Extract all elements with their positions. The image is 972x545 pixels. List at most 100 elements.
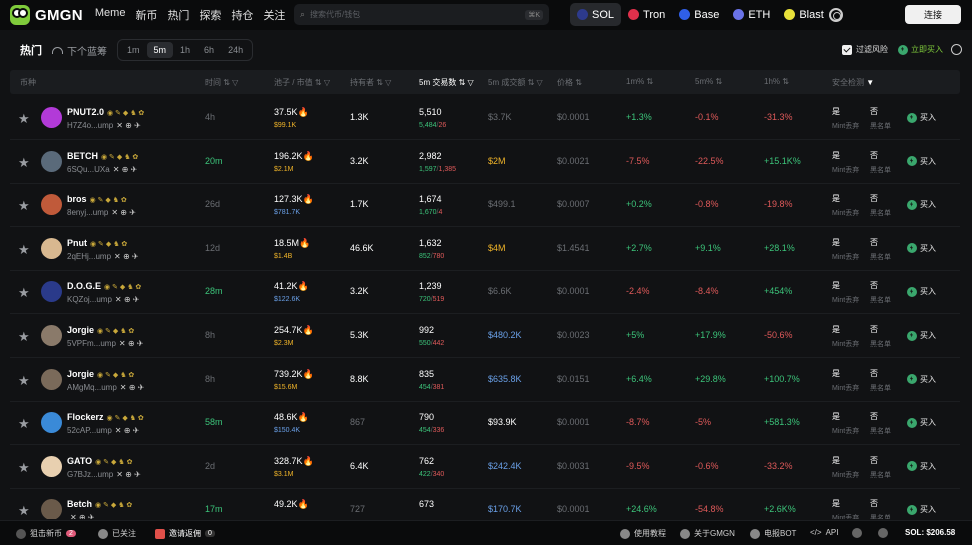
buy-button[interactable]: 买入: [907, 374, 936, 385]
chain-sol[interactable]: SOL: [570, 3, 622, 26]
col-1h[interactable]: 1h% ⇅: [764, 77, 789, 86]
filter-risk-checkbox[interactable]: [842, 44, 852, 55]
token-address[interactable]: 5VPFm...ump ✕ ⊕ ✈: [67, 339, 144, 348]
favorite-star-icon[interactable]: ★: [18, 198, 30, 214]
x-social-link[interactable]: [852, 528, 866, 538]
nav-meme[interactable]: Meme: [94, 7, 126, 19]
token-address[interactable]: KQZoj...ump ✕ ⊕ ✈: [67, 295, 140, 305]
token-symbol[interactable]: bros ◉ ✎ ◆ ♞ ✿: [67, 194, 127, 205]
table-row[interactable]: ★ Pnut ◉ ✎ ◆ ♞ ✿ 2qEHj...ump ✕ ⊕ ✈ 12d 18.5M🔥 $…: [10, 227, 960, 271]
token-address[interactable]: ✕ ⊕ ✈: [67, 513, 95, 519]
nav-holdings[interactable]: 持仓: [231, 10, 254, 22]
buy-button[interactable]: 买入: [907, 243, 936, 254]
blacklist-value: 否: [870, 237, 878, 247]
time-1m[interactable]: 1m: [127, 45, 140, 55]
token-address[interactable]: 52cAP...ump ✕ ⊕ ✈: [67, 426, 140, 436]
col-age[interactable]: 时间 ⇅ ▽: [205, 78, 239, 87]
col-pool[interactable]: 池子 / 市值 ⇅ ▽: [274, 78, 330, 87]
col-holders[interactable]: 持有者 ⇅ ▽: [350, 78, 392, 87]
time-5m[interactable]: 5m: [146, 42, 174, 58]
token-address[interactable]: AMgMq...ump ✕ ⊕ ✈: [67, 382, 145, 392]
chain-blast[interactable]: Blast: [777, 3, 830, 26]
search-input[interactable]: [310, 10, 526, 19]
col-txs[interactable]: 5m 交易数 ⇅ ▽: [419, 78, 474, 87]
token-symbol[interactable]: Flockerz ◉ ✎ ◆ ♞ ✿: [67, 412, 144, 423]
token-symbol[interactable]: Pnut ◉ ✎ ◆ ♞ ✿: [67, 237, 128, 248]
nav-explore[interactable]: 探索: [199, 10, 222, 22]
token-symbol[interactable]: PNUT2.0 ◉ ✎ ◆ ♞ ✿: [67, 107, 145, 117]
favorite-star-icon[interactable]: ★: [18, 503, 30, 519]
favorite-star-icon[interactable]: ★: [18, 285, 30, 301]
search-icon: ⌕: [300, 9, 306, 19]
col-5m[interactable]: 5m% ⇅: [695, 77, 723, 86]
token-address[interactable]: G7BJz...ump ✕ ⊕ ✈: [67, 469, 141, 479]
nav-follow[interactable]: 关注: [263, 10, 286, 22]
connect-button[interactable]: 连接: [905, 5, 961, 24]
favorite-star-icon[interactable]: ★: [18, 372, 30, 388]
col-volume[interactable]: 5m 成交额 ⇅ ▽: [488, 78, 543, 87]
favorite-star-icon[interactable]: ★: [18, 111, 30, 126]
buy-button[interactable]: 买入: [907, 461, 936, 472]
settings-gear-icon[interactable]: [829, 8, 843, 22]
favorite-star-icon[interactable]: ★: [18, 416, 30, 432]
favorite-star-icon[interactable]: ★: [18, 241, 30, 257]
lightning-icon: [907, 112, 917, 123]
token-symbol[interactable]: Jorgie ◉ ✎ ◆ ♞ ✿: [67, 325, 135, 335]
invite-button[interactable]: 邀请返佣 0: [155, 528, 215, 539]
table-row[interactable]: ★ bros ◉ ✎ ◆ ♞ ✿ 8enyj...ump ✕ ⊕ ✈ 26d 127.3K🔥…: [10, 183, 960, 228]
token-address[interactable]: 8enyj...ump ✕ ⊕ ✈: [67, 208, 136, 218]
table-row[interactable]: ★ D.O.G.E ◉ ✎ ◆ ♞ ✿ KQZoj...ump ✕ ⊕ ✈ 28m 41.2…: [10, 270, 960, 315]
tutorial-link[interactable]: 使用教程: [620, 528, 666, 539]
tab-hot[interactable]: 热门: [20, 45, 42, 57]
token-address[interactable]: H7Z4o...ump ✕ ⊕ ✈: [67, 121, 141, 130]
logo[interactable]: GMGN: [10, 5, 83, 25]
table-row[interactable]: ★ GATO ◉ ✎ ◆ ♞ ✿ G7BJz...ump ✕ ⊕ ✈ 2d 328.7K🔥 $…: [10, 445, 960, 489]
col-token[interactable]: 币种: [20, 78, 36, 87]
favorite-star-icon[interactable]: ★: [18, 154, 30, 170]
telegram-bot-link[interactable]: 电报BOT: [750, 528, 796, 539]
chain-base[interactable]: Base: [672, 3, 726, 26]
table-row[interactable]: ★ Jorgie ◉ ✎ ◆ ♞ ✿ 5VPFm...ump ✕ ⊕ ✈ 8h 254.7K…: [10, 314, 960, 358]
chain-tron[interactable]: Tron: [621, 3, 672, 26]
buy-button[interactable]: 买入: [907, 417, 936, 428]
token-symbol[interactable]: BETCH ◉ ✎ ◆ ♞ ✿: [67, 150, 139, 161]
table-row[interactable]: ★ Flockerz ◉ ✎ ◆ ♞ ✿ 52cAP...ump ✕ ⊕ ✈ 58m 48.…: [10, 401, 960, 446]
time-1h[interactable]: 1h: [180, 45, 191, 55]
time-24h[interactable]: 24h: [228, 45, 244, 55]
buy-button[interactable]: 买入: [907, 156, 936, 167]
table-row[interactable]: ★ BETCH ◉ ✎ ◆ ♞ ✿ 6SQu...UXa ✕ ⊕ ✈ 20m 196.2K🔥…: [10, 140, 960, 184]
token-symbol[interactable]: Jorgie ◉ ✎ ◆ ♞ ✿: [67, 368, 135, 379]
token-address[interactable]: 2qEHj...ump ✕ ⊕ ✈: [67, 251, 139, 261]
token-symbol[interactable]: GATO ◉ ✎ ◆ ♞ ✿: [67, 455, 133, 466]
about-link[interactable]: 关于GMGN: [680, 528, 735, 539]
buy-button[interactable]: 买入: [907, 286, 936, 297]
tab-next-bluechip[interactable]: 下个蓝筹: [52, 43, 107, 58]
buy-button[interactable]: 买入: [907, 504, 936, 515]
table-row[interactable]: ★ PNUT2.0 ◉ ✎ ◆ ♞ ✿ H7Z4o...ump ✕ ⊕ ✈ 4h 37.5K…: [10, 96, 960, 140]
col-1m[interactable]: 1m% ⇅: [626, 77, 654, 86]
col-safety[interactable]: 安全检测 ▼: [832, 78, 875, 87]
favorite-star-icon[interactable]: ★: [18, 459, 30, 475]
favorite-star-icon[interactable]: ★: [18, 329, 30, 344]
token-symbol[interactable]: Betch ◉ ✎ ◆ ♞ ✿: [67, 499, 133, 510]
mint-renounced-label: Mint丢弃: [832, 210, 860, 218]
token-address[interactable]: 6SQu...UXa ✕ ⊕ ✈: [67, 164, 138, 174]
chain-eth[interactable]: ETH: [726, 3, 777, 26]
telegram-social-link[interactable]: [878, 528, 892, 538]
buy-button[interactable]: 买入: [907, 199, 936, 210]
buy-settings-gear-icon[interactable]: [951, 44, 962, 55]
col-price[interactable]: 价格 ⇅: [557, 78, 582, 87]
table-row[interactable]: ★ Jorgie ◉ ✎ ◆ ♞ ✿ AMgMq...ump ✕ ⊕ ✈ 8h 739.2K…: [10, 358, 960, 402]
table-row[interactable]: ★ Betch ◉ ✎ ◆ ♞ ✿ ✕ ⊕ ✈ 17m 49.2K🔥 727 673 $170.…: [10, 488, 960, 519]
buy-button[interactable]: 买入: [907, 330, 936, 341]
tx-count: 835: [419, 368, 435, 379]
time-6h[interactable]: 6h: [204, 45, 215, 55]
token-symbol[interactable]: D.O.G.E ◉ ✎ ◆ ♞ ✿: [67, 281, 142, 292]
buy-now-toggle[interactable]: 立即买入: [898, 44, 943, 55]
nav-new[interactable]: 新币: [135, 10, 158, 22]
snipe-new-button[interactable]: 狙击新币 2: [16, 528, 76, 539]
followed-button[interactable]: 已关注: [98, 528, 136, 539]
nav-hot[interactable]: 热门: [167, 10, 190, 22]
buy-button[interactable]: 买入: [907, 112, 936, 123]
api-link[interactable]: </> API: [810, 528, 838, 537]
